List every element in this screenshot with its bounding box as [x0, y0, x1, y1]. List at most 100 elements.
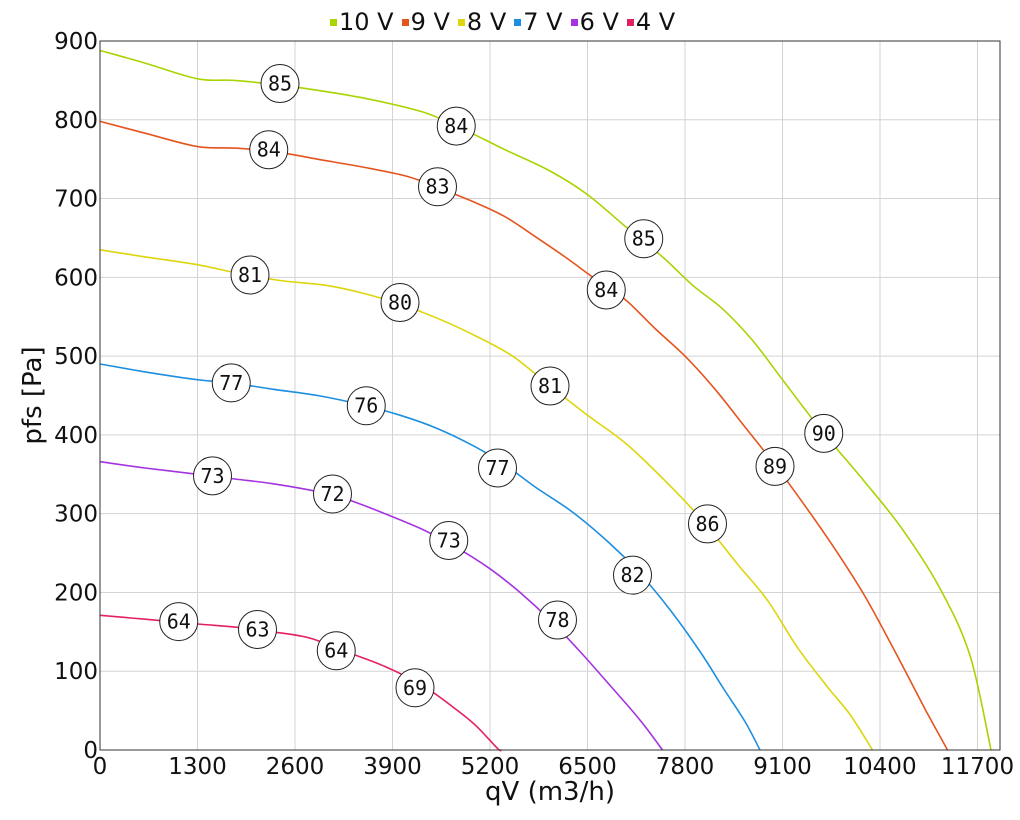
- legend-item: 10 V: [330, 8, 394, 36]
- label-bubble: [159, 602, 199, 642]
- x-tick-label: 10400: [843, 754, 916, 780]
- label-bubble-text: 86: [695, 512, 719, 536]
- label-bubble: [613, 555, 652, 595]
- curve-value-label: 85: [260, 64, 300, 104]
- x-tick-label: 3900: [363, 754, 422, 780]
- label-bubble-text: 69: [403, 676, 427, 700]
- label-bubble-text: 84: [594, 278, 618, 302]
- curve-value-label: 72: [313, 474, 352, 514]
- curve-value-label: 80: [380, 283, 420, 323]
- legend-label: 4 V: [635, 8, 676, 36]
- label-bubble: [538, 600, 577, 640]
- y-tick-label: 400: [54, 423, 98, 449]
- label-bubble-text: 73: [200, 464, 224, 488]
- curve-value-labels: 85 84 85 90 84 83 84 89 81 80 81 86 77 76 77 82 73 72 73 78…: [159, 64, 844, 708]
- curve-value-label: 84: [586, 270, 626, 310]
- legend-swatch: [330, 18, 337, 26]
- curve-value-label: 81: [530, 366, 570, 406]
- chart-legend: 10 V 9 V 8 V 7 V 6 V 4 V: [330, 6, 675, 38]
- label-bubble: [380, 283, 420, 323]
- y-tick-label: 0: [83, 738, 98, 764]
- label-bubble-text: 80: [388, 291, 412, 315]
- label-bubble-text: 76: [354, 394, 378, 418]
- label-bubble-text: 77: [485, 456, 509, 480]
- label-bubble: [238, 609, 277, 649]
- legend-item: 8 V: [457, 8, 507, 36]
- label-bubble: [316, 631, 356, 671]
- label-bubble: [429, 520, 469, 560]
- label-bubble-text: 90: [812, 421, 836, 445]
- curve-value-label: 84: [436, 106, 476, 146]
- x-axis-ticks: 0 1300 2600 3900 5200 6500 7800 9100 10400 11700: [93, 754, 1014, 780]
- label-bubble: [804, 413, 844, 453]
- legend-label: 8 V: [466, 8, 507, 36]
- plot-frame: [99, 40, 1001, 751]
- y-tick-label: 100: [54, 659, 98, 685]
- x-tick-label: 0: [93, 754, 108, 780]
- label-bubble: [313, 474, 352, 514]
- x-tick-label: 7800: [656, 754, 715, 780]
- label-bubble: [478, 448, 517, 488]
- legend-item: 7 V: [514, 8, 563, 36]
- legend-swatch: [401, 18, 409, 26]
- legend-swatch: [514, 18, 522, 26]
- x-tick-label: 9100: [753, 754, 812, 780]
- x-tick-label: 1300: [168, 754, 227, 780]
- y-tick-label: 700: [54, 187, 98, 213]
- label-bubble-text: 85: [632, 227, 656, 251]
- curve-value-label: 64: [159, 602, 199, 642]
- curve-value-label: 86: [688, 504, 727, 544]
- x-tick-label: 2600: [266, 754, 325, 780]
- label-bubble-text: 73: [437, 528, 461, 552]
- label-bubble-text: 85: [268, 72, 292, 96]
- y-tick-label: 500: [54, 344, 98, 370]
- label-bubble: [688, 504, 727, 544]
- label-bubble-text: 81: [538, 374, 562, 398]
- curve-value-label: 83: [418, 167, 457, 207]
- x-tick-label: 6500: [558, 754, 617, 780]
- y-tick-label: 300: [54, 502, 98, 528]
- curve-value-label: 76: [346, 386, 386, 426]
- curve-value-label: 77: [211, 363, 251, 403]
- label-bubble: [586, 270, 626, 310]
- label-bubble-text: 84: [444, 114, 468, 138]
- curve-value-label: 84: [249, 130, 289, 170]
- legend-label: 9 V: [410, 8, 450, 36]
- legend-label: 10 V: [339, 8, 394, 36]
- curve-value-label: 89: [755, 446, 795, 486]
- y-axis-title: pfs [Pa]: [18, 346, 48, 444]
- curve-value-label: 64: [316, 631, 356, 671]
- curve-value-label: 82: [613, 555, 652, 595]
- curve-value-label: 90: [804, 413, 844, 453]
- x-tick-label: 11700: [941, 754, 1014, 780]
- label-bubble-text: 64: [167, 610, 191, 634]
- series-line-2: [99, 249, 874, 751]
- label-bubble-text: 89: [763, 454, 787, 478]
- curve-value-label: 63: [238, 609, 277, 649]
- curve-value-label: 69: [395, 668, 435, 708]
- label-bubble-text: 84: [257, 138, 281, 162]
- series-line-5: [99, 614, 502, 752]
- legend-item: 9 V: [401, 8, 450, 36]
- label-bubble-text: 78: [545, 608, 569, 632]
- label-bubble-text: 77: [219, 371, 243, 395]
- label-bubble-text: 63: [245, 617, 269, 641]
- label-bubble: [249, 130, 289, 170]
- label-bubble-text: 64: [324, 639, 348, 663]
- label-bubble: [260, 64, 300, 104]
- legend-item: 4 V: [626, 8, 676, 36]
- y-axis-ticks: 0 100 200 300 400 500 600 700 800 900: [54, 29, 98, 764]
- y-tick-label: 900: [54, 29, 98, 55]
- label-bubble-text: 82: [620, 563, 644, 587]
- label-bubble: [211, 363, 251, 403]
- legend-swatch: [626, 18, 634, 26]
- curve-value-label: 81: [230, 255, 270, 295]
- label-bubble: [624, 219, 664, 259]
- label-bubble: [418, 167, 457, 207]
- y-tick-label: 600: [54, 265, 98, 291]
- curve-value-label: 77: [478, 448, 517, 488]
- curve-value-label: 85: [624, 219, 664, 259]
- legend-swatch: [457, 18, 465, 26]
- legend-item: 6 V: [570, 8, 619, 36]
